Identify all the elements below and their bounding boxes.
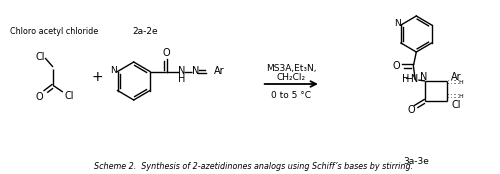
Text: 2a-2e: 2a-2e	[132, 26, 158, 35]
Text: H: H	[178, 73, 185, 84]
Text: N: N	[394, 19, 400, 29]
Text: O: O	[408, 105, 415, 115]
Text: N: N	[420, 72, 427, 82]
Text: N: N	[178, 65, 185, 76]
Text: 0 to 5 °C: 0 to 5 °C	[272, 90, 312, 100]
Text: Cl: Cl	[65, 91, 74, 101]
Text: O: O	[163, 49, 170, 58]
Text: N: N	[192, 65, 199, 76]
Text: O: O	[36, 92, 43, 102]
Text: +: +	[92, 70, 103, 84]
Text: O: O	[393, 61, 400, 71]
Text: MS3A,Et₃N,: MS3A,Et₃N,	[266, 64, 316, 73]
Text: Ar: Ar	[452, 72, 462, 82]
Text: ∷∷∷H: ∷∷∷H	[448, 93, 464, 98]
Text: H: H	[402, 74, 409, 84]
Text: Chloro acetyl chloride: Chloro acetyl chloride	[10, 26, 98, 35]
Text: Scheme 2.  Synthesis of 2-azetidinones analogs using Schiff’s bases by stirring.: Scheme 2. Synthesis of 2-azetidinones an…	[94, 162, 413, 171]
Text: N: N	[110, 66, 117, 75]
Text: ∷∷∷H: ∷∷∷H	[448, 81, 464, 85]
Text: Cl: Cl	[36, 52, 45, 62]
Text: Ar: Ar	[214, 66, 224, 77]
Text: ─N: ─N	[405, 74, 418, 84]
Text: CH₂Cl₂: CH₂Cl₂	[276, 73, 306, 81]
Text: 3a-3e: 3a-3e	[404, 156, 429, 165]
Text: Cl: Cl	[452, 100, 462, 110]
